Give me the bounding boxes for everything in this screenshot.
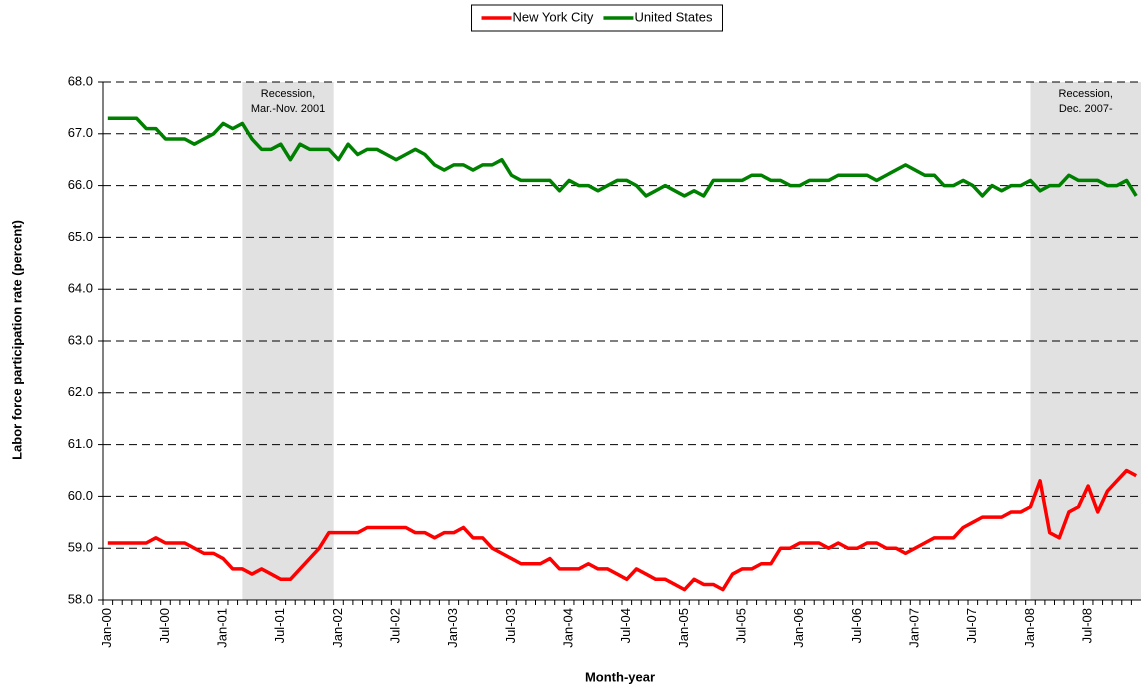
y-tick-label: 66.0 xyxy=(68,177,93,192)
recession-label: Dec. 2007- xyxy=(1059,103,1113,115)
x-tick-label: Jul-06 xyxy=(849,608,864,643)
x-tick-label: Jan-08 xyxy=(1022,608,1037,648)
y-tick-label: 64.0 xyxy=(68,281,93,296)
recession-label: Mar.-Nov. 2001 xyxy=(251,103,325,115)
y-tick-label: 61.0 xyxy=(68,436,93,451)
y-tick-label: 67.0 xyxy=(68,125,93,140)
x-tick-label: Jul-08 xyxy=(1080,608,1095,643)
x-tick-label: Jan-01 xyxy=(215,608,230,648)
recession-label: Recession, xyxy=(1059,88,1113,100)
y-tick-label: 58.0 xyxy=(68,591,93,606)
x-tick-label: Jan-06 xyxy=(791,608,806,648)
recession-label: Recession, xyxy=(261,88,315,100)
x-tick-label: Jul-07 xyxy=(964,608,979,643)
x-tick-label: Jan-00 xyxy=(99,608,114,648)
legend-label: United States xyxy=(634,9,713,24)
x-tick-label: Jul-00 xyxy=(157,608,172,643)
x-tick-label: Jul-02 xyxy=(388,608,403,643)
x-tick-label: Jan-05 xyxy=(676,608,691,648)
y-tick-label: 65.0 xyxy=(68,229,93,244)
y-tick-label: 59.0 xyxy=(68,540,93,555)
legend-label: New York City xyxy=(513,9,594,24)
x-tick-label: Jan-02 xyxy=(330,608,345,648)
y-tick-label: 62.0 xyxy=(68,384,93,399)
legend-box xyxy=(471,4,723,32)
y-tick-label: 68.0 xyxy=(68,73,93,88)
x-axis-title: Month-year xyxy=(585,669,655,684)
line-series xyxy=(107,116,1138,198)
x-tick-label: Jul-05 xyxy=(734,608,749,643)
y-axis-title: Labor force participation rate (percent) xyxy=(9,220,24,460)
x-tick-label: Jan-03 xyxy=(445,608,460,648)
y-tick-label: 60.0 xyxy=(68,488,93,503)
x-tick-label: Jan-07 xyxy=(907,608,922,648)
x-tick-label: Jul-01 xyxy=(272,608,287,643)
line-series xyxy=(107,468,1138,592)
y-tick-label: 63.0 xyxy=(68,332,93,347)
legend: New York City United States xyxy=(471,4,723,32)
x-tick-label: Jul-03 xyxy=(503,608,518,643)
x-tick-label: Jan-04 xyxy=(561,608,576,648)
x-tick-label: Jul-04 xyxy=(618,608,633,643)
